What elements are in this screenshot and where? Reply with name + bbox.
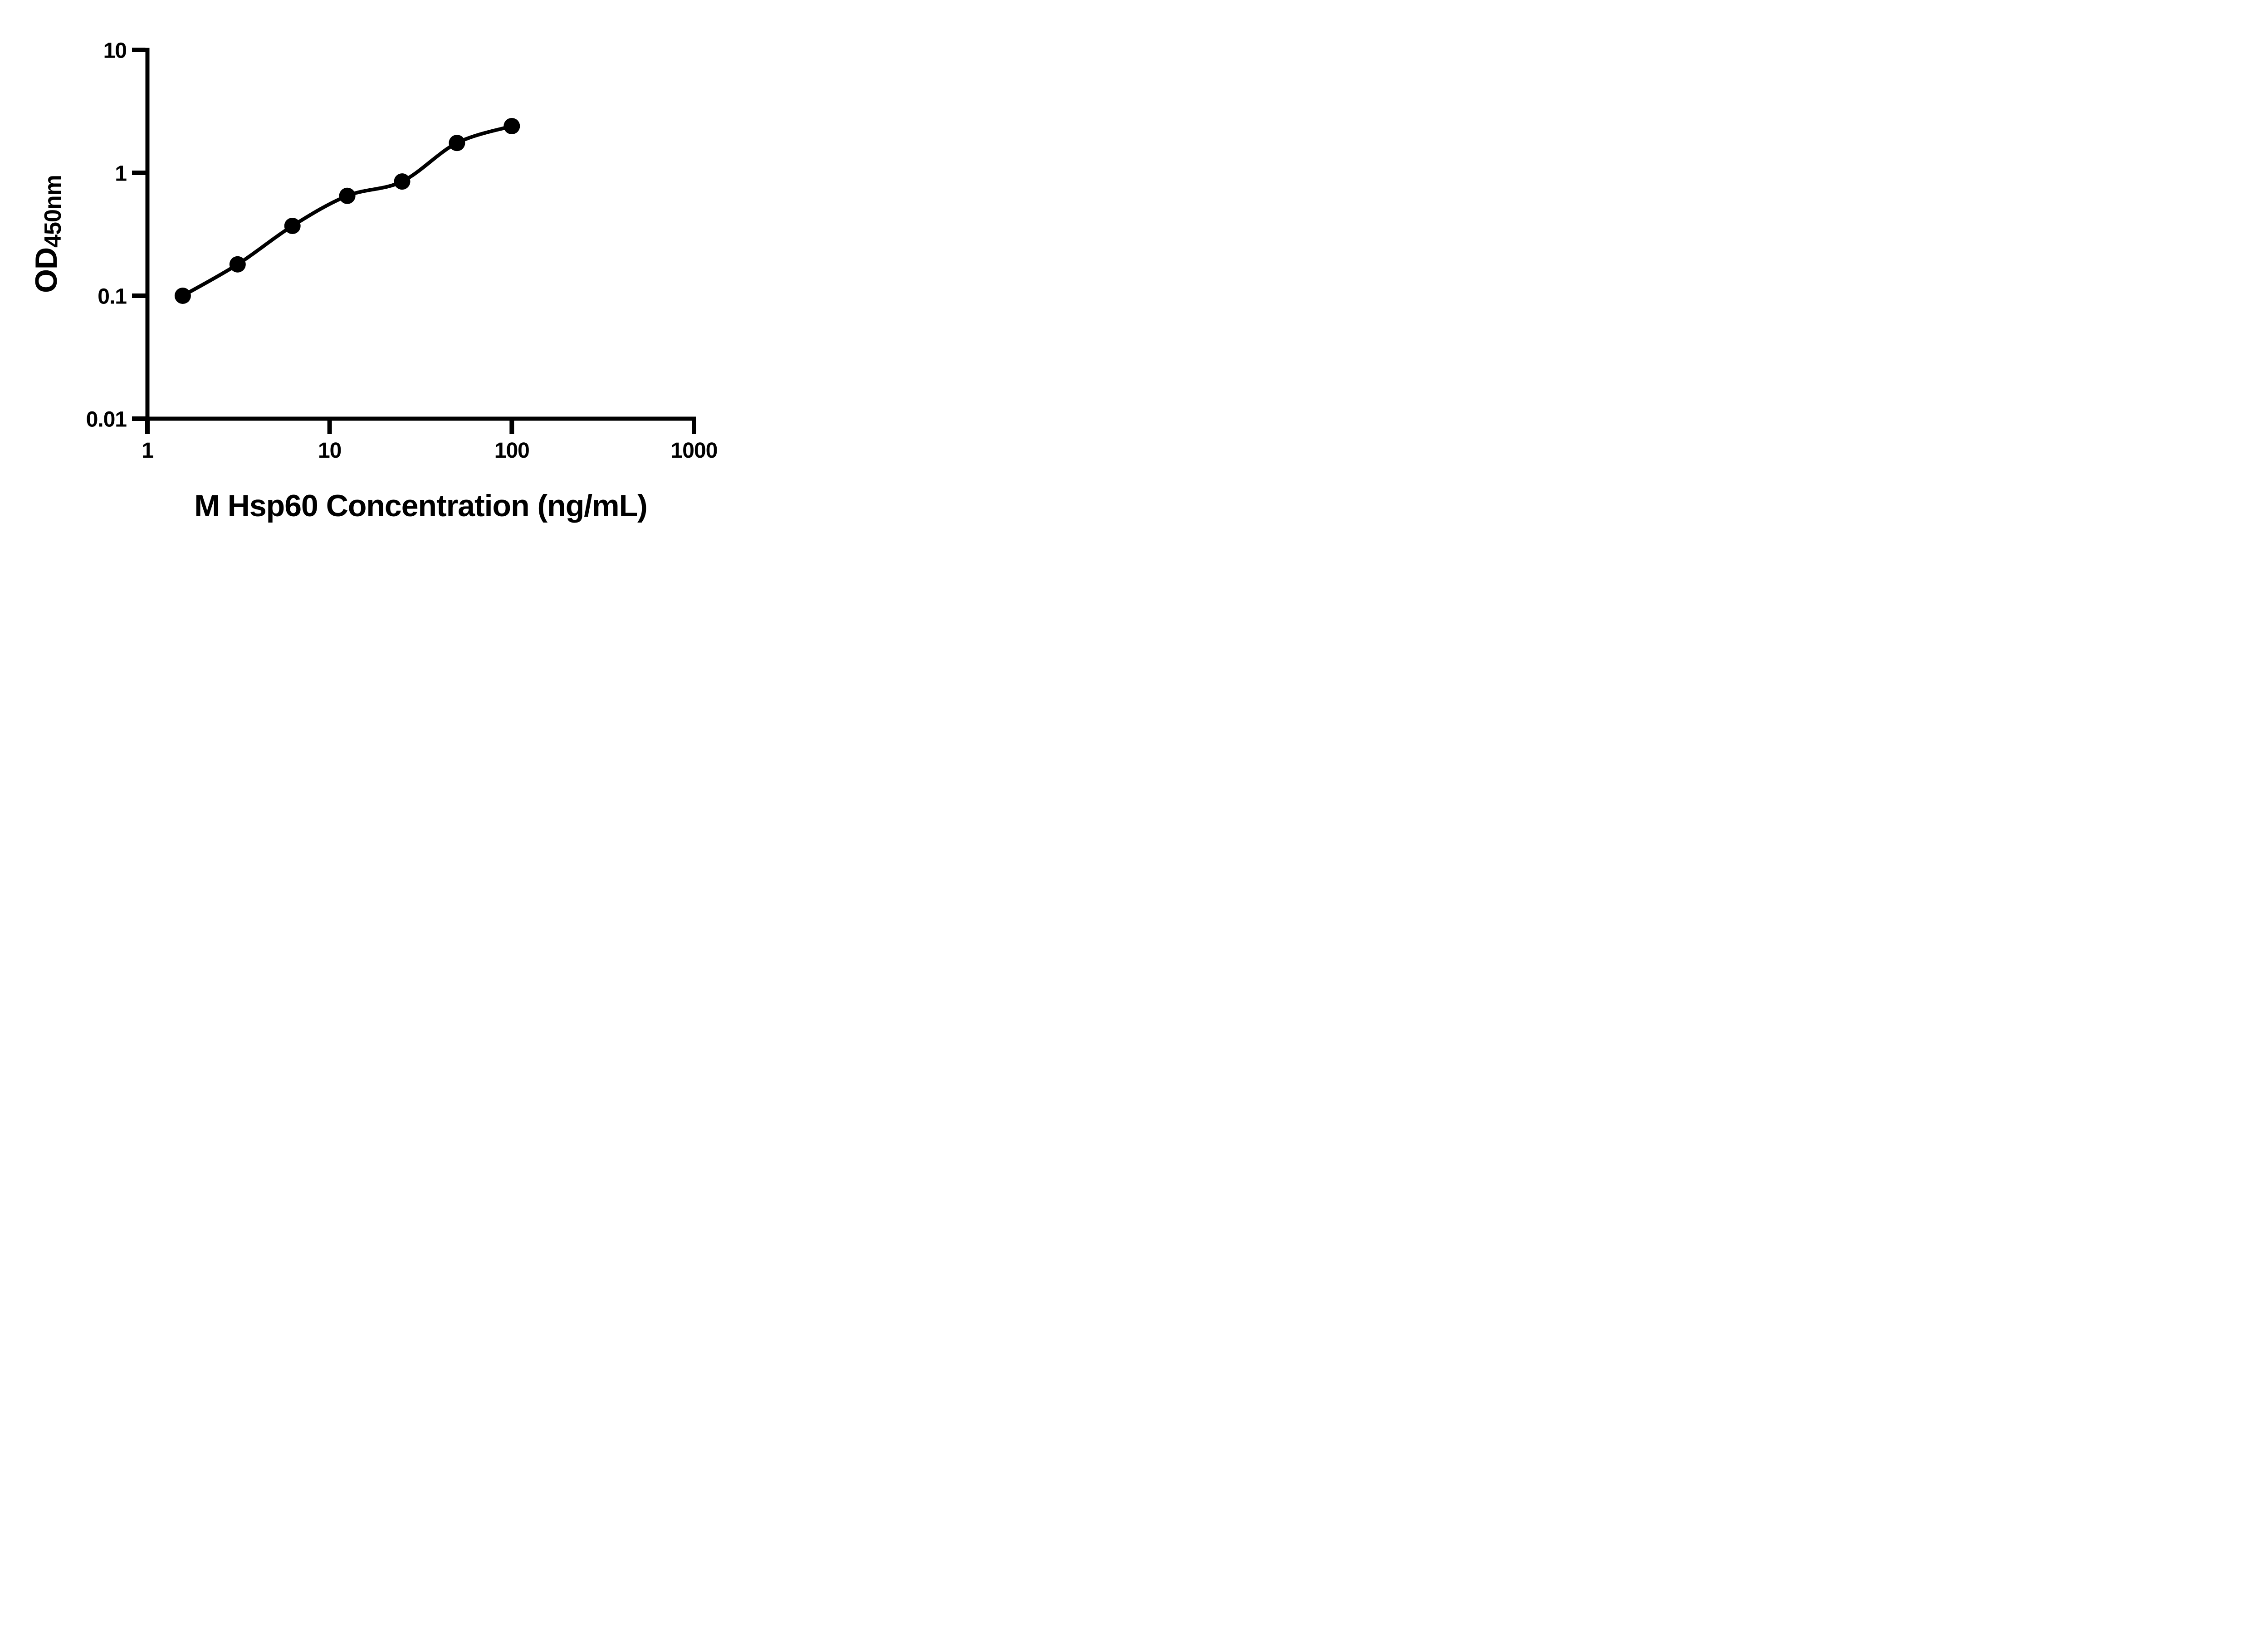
x-tick-label: 1000 <box>671 439 718 463</box>
x-tick-label: 1 <box>142 439 153 463</box>
data-point <box>284 218 301 234</box>
y-axis-title: OD450nm <box>29 175 67 293</box>
y-tick-label: 0.1 <box>98 284 127 308</box>
data-point <box>174 288 191 304</box>
y-axis-title-subscript: 450nm <box>40 175 67 248</box>
x-axis-title: M Hsp60 Concentration (ng/mL) <box>194 489 648 523</box>
elisa-standard-curve-figure: 10 1 0.1 0.01 1 10 100 1000 M Hsp60 Concentrati… <box>0 0 776 544</box>
y-axis-title-main: OD <box>29 247 64 293</box>
data-point <box>394 173 411 190</box>
standard-curve-chart: 10 1 0.1 0.01 1 10 100 1000 <box>86 39 718 463</box>
data-point <box>229 256 246 273</box>
data-point <box>503 118 520 134</box>
y-tick-label: 0.01 <box>86 407 127 431</box>
x-tick-label: 10 <box>318 439 341 463</box>
x-tick-label: 100 <box>494 439 529 463</box>
data-point <box>339 187 356 204</box>
data-point <box>449 135 465 152</box>
y-tick-label: 10 <box>103 39 127 63</box>
y-tick-label: 1 <box>115 161 127 186</box>
